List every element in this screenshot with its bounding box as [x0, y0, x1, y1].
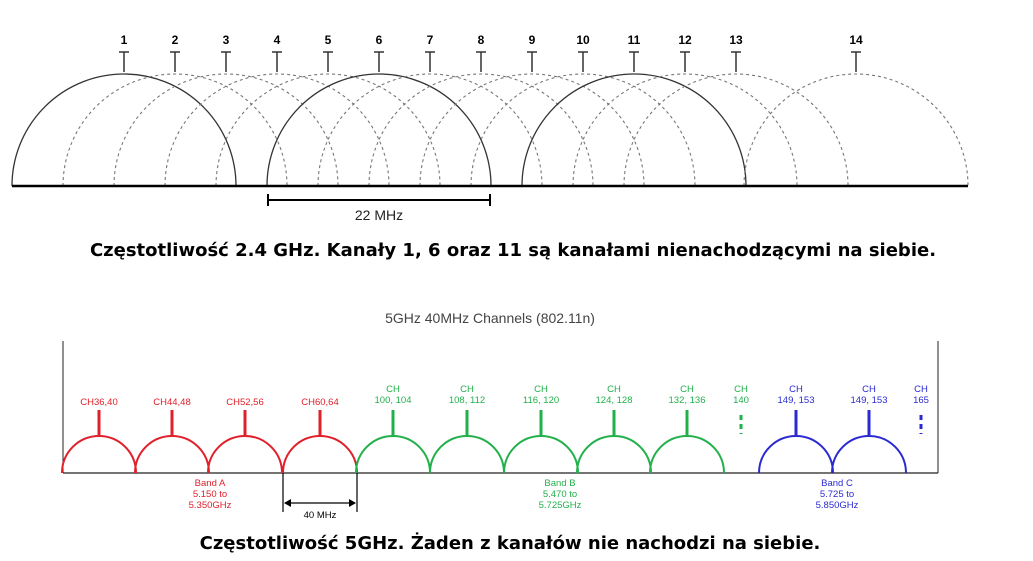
ch5-ch-149-153-10-label-line-0: CH — [789, 384, 803, 395]
ch5-ch60-64-3-label-line-0: CH60,64 — [301, 397, 339, 408]
ch5-ch-140-9-label-line-0: CH — [734, 384, 748, 395]
channel-11-label: 11 — [628, 33, 641, 47]
channel-9-label: 9 — [529, 33, 536, 47]
ghz24-caption: Częstotliwość 2.4 GHz. Kanały 1, 6 oraz … — [90, 240, 936, 261]
channel-1-label: 1 — [121, 33, 128, 47]
channel-5-label: 5 — [325, 33, 332, 47]
ch5-ch60-64-3-arc — [282, 435, 358, 474]
channel-1-arc — [11, 73, 237, 187]
channel-7-label: 7 — [427, 33, 434, 47]
ch5-ch-140-9-label-line-1: 140 — [733, 395, 749, 406]
channel-6-arc — [266, 73, 492, 187]
ch5-ch-132-136-8-label-line-0: CH — [680, 384, 694, 395]
band_c-label-line-2: 5.850GHz — [816, 500, 859, 511]
ch5-ch-165-12-label-line-0: CH — [914, 384, 928, 395]
ch5-ch-132-136-8-label-line-1: 132, 136 — [669, 395, 706, 406]
ghz5-title: 5GHz 40MHz Channels (802.11n) — [385, 310, 595, 326]
channel-12-label: 12 — [678, 33, 692, 47]
ch5-ch-100-104-4-label-line-0: CH — [386, 384, 400, 395]
ch5-ch-108-112-5-arc — [429, 435, 505, 474]
ch5-ch-132-136-8-arc — [649, 435, 725, 474]
band_a-label-line-2: 5.350GHz — [189, 500, 232, 511]
ch5-ch-149-153-10-label-line-1: 149, 153 — [778, 395, 815, 406]
ch5-ch-116-120-6-label-line-0: CH — [534, 384, 548, 395]
ch5-ch36-40-0-label-line-0: CH36,40 — [80, 397, 118, 408]
ch5-ch-149-153-11-arc — [831, 435, 907, 474]
ghz5-width-arrow-right — [349, 499, 356, 507]
ch5-ch36-40-0-arc — [61, 435, 137, 474]
channel-13-arc — [623, 73, 849, 187]
ch5-ch52-56-2-label-line-0: CH52,56 — [226, 397, 264, 408]
channel-2-arc — [62, 73, 288, 187]
ch5-ch-116-120-6-label-line-1: 116, 120 — [523, 395, 559, 406]
band_a-label-line-1: 5.150 to — [193, 489, 227, 500]
ch5-ch-100-104-4-arc — [355, 435, 431, 474]
ch5-ch-149-153-11-label-line-0: CH — [862, 384, 876, 395]
channel-2-label: 2 — [172, 33, 179, 47]
ch5-ch-116-120-6-arc — [503, 435, 579, 474]
ghz5-caption: Częstotliwość 5GHz. Żaden z kanałów nie … — [200, 532, 821, 554]
channel-8-arc — [368, 73, 594, 187]
channel-10-label: 10 — [576, 33, 590, 47]
ghz5-width-label: 40 MHz — [304, 510, 337, 521]
band_a-label-line-0: Band A — [195, 478, 226, 489]
channel-4-arc — [164, 73, 390, 187]
ch5-ch-165-12-label-line-1: 165 — [913, 395, 929, 406]
band_b-label-line-1: 5.470 to — [543, 489, 577, 500]
band_c-label-line-0: Band C — [821, 478, 853, 489]
ch5-ch-124-128-7-label-line-0: CH — [607, 384, 621, 395]
band_c-label-line-1: 5.725 to — [820, 489, 854, 500]
band_b-label-line-0: Band B — [544, 478, 575, 489]
channel-10-arc — [470, 73, 696, 187]
channel-9-arc — [419, 73, 645, 187]
channel-7-arc — [317, 73, 543, 187]
ch5-ch-108-112-5-label-line-0: CH — [460, 384, 474, 395]
band_b-label-line-2: 5.725GHz — [539, 500, 582, 511]
ch5-ch44-48-1-label-line-0: CH44,48 — [153, 397, 191, 408]
ch5-ch44-48-1-arc — [134, 435, 210, 474]
ch5-ch52-56-2-arc — [207, 435, 283, 474]
ghz24-width-label: 22 MHz — [355, 207, 403, 223]
channel-14-arc — [743, 73, 969, 187]
channel-3-label: 3 — [223, 33, 230, 47]
channel-13-label: 13 — [729, 33, 743, 47]
channel-6-label: 6 — [376, 33, 383, 47]
channel-8-label: 8 — [478, 33, 485, 47]
ch5-ch-149-153-11-label-line-1: 149, 153 — [851, 395, 888, 406]
channel-3-arc — [113, 73, 339, 187]
ch5-ch-124-128-7-label-line-1: 124, 128 — [596, 395, 633, 406]
ch5-ch-124-128-7-arc — [576, 435, 652, 474]
ghz5-width-arrow-left — [284, 499, 291, 507]
channel-14-label: 14 — [849, 33, 863, 47]
channel-5-arc — [215, 73, 441, 187]
channel-4-label: 4 — [274, 33, 281, 47]
ch5-ch-108-112-5-label-line-1: 108, 112 — [449, 395, 485, 406]
ch5-ch-149-153-10-arc — [758, 435, 834, 474]
ch5-ch-100-104-4-label-line-1: 100, 104 — [375, 395, 412, 406]
channel-11-arc — [521, 73, 747, 187]
channel-12-arc — [572, 73, 798, 187]
